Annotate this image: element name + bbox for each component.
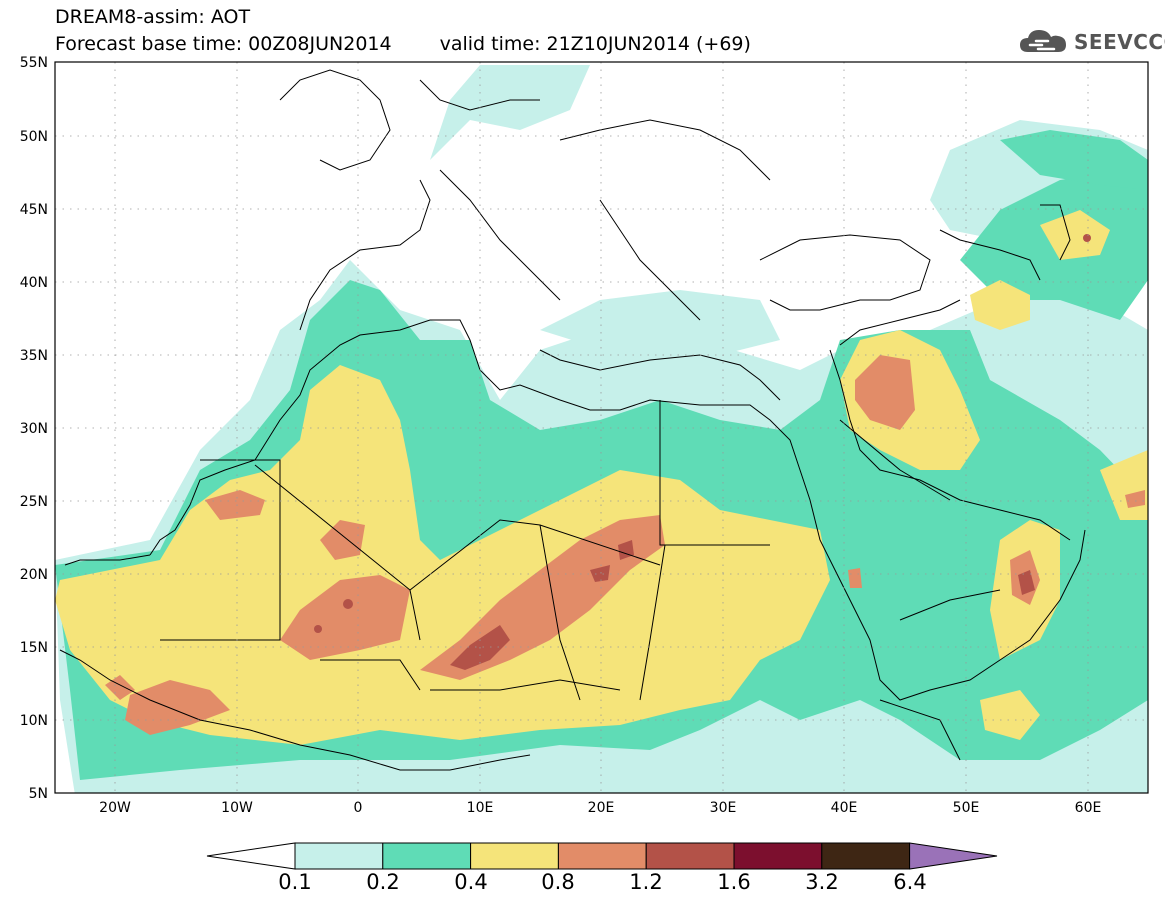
- lon-tick-label: 10W: [221, 800, 253, 816]
- lat-tick-label: 30N: [20, 421, 48, 437]
- colorbar-label: 0.2: [366, 870, 400, 894]
- lon-tick-label: 60E: [1075, 800, 1102, 816]
- lon-tick-label: 50E: [953, 800, 980, 816]
- colorbar-label: 6.4: [893, 870, 927, 894]
- lat-tick-label: 5N: [29, 786, 48, 802]
- colorbar-cell: [733, 842, 823, 870]
- lon-tick-label: 20E: [588, 800, 615, 816]
- seevccc-logo: SEEVCCC: [1018, 26, 1165, 56]
- colorbar-label: 1.6: [717, 870, 751, 894]
- lat-tick-label: 40N: [20, 275, 48, 291]
- lat-tick-label: 35N: [20, 348, 48, 364]
- lat-tick-label: 50N: [20, 129, 48, 145]
- colorbar-cell: [645, 842, 735, 870]
- logo-text: SEEVCCC: [1074, 30, 1165, 54]
- colorbar-label: 0.8: [541, 870, 575, 894]
- colorbar-label: 0.1: [278, 870, 312, 894]
- plot-frame: [54, 61, 1149, 794]
- lat-tick-label: 25N: [20, 494, 48, 510]
- colorbar-cell: [294, 842, 384, 870]
- colorbar-over-triangle: [909, 842, 998, 870]
- base-time-label: Forecast base time: 00Z08JUN2014: [55, 33, 392, 55]
- map-subtitle: Forecast base time: 00Z08JUN2014 valid ti…: [55, 33, 751, 55]
- lat-tick-label: 45N: [20, 202, 48, 218]
- lon-tick-label: 0: [354, 800, 363, 816]
- colorbar-label: 1.2: [629, 870, 663, 894]
- map-title: DREAM8-assim: AOT: [55, 6, 251, 28]
- lat-tick-label: 20N: [20, 567, 48, 583]
- colorbar-cell: [821, 842, 911, 870]
- colorbar-label: 0.4: [454, 870, 488, 894]
- lon-tick-label: 10E: [467, 800, 494, 816]
- colorbar-under-triangle: [206, 842, 296, 870]
- lon-tick-label: 40E: [831, 800, 858, 816]
- lat-tick-label: 55N: [20, 55, 48, 71]
- lon-tick-label: 30E: [710, 800, 737, 816]
- colorbar-cell: [470, 842, 559, 870]
- colorbar-cell: [382, 842, 472, 870]
- colorbar-cell: [557, 842, 647, 870]
- lat-tick-label: 10N: [20, 713, 48, 729]
- cloud-icon: [1020, 30, 1066, 52]
- valid-time-label: valid time: 21Z10JUN2014 (+69): [439, 33, 751, 55]
- aot-field: [55, 62, 1148, 793]
- colorbar: [206, 842, 998, 870]
- coastlines-borders: [59, 69, 1086, 771]
- lat-tick-label: 15N: [20, 640, 48, 656]
- lon-axis: 20W 10W 0 10E 20E 30E 40E 50E 60E: [99, 800, 1101, 816]
- lat-axis: 55N 50N 45N 40N 35N 30N 25N 20N 15N 10N …: [20, 55, 48, 802]
- lon-tick-label: 20W: [99, 800, 131, 816]
- colorbar-label: 3.2: [805, 870, 839, 894]
